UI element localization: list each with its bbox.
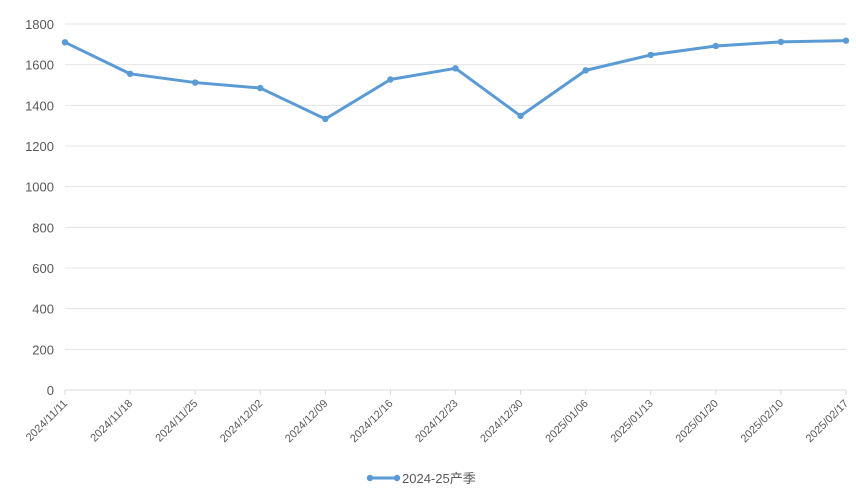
legend-label: 2024-25产季 (402, 471, 476, 486)
x-tick-label: 2024/12/30 (478, 398, 525, 445)
x-tick-label: 2025/01/13 (608, 398, 655, 445)
y-tick-label: 1000 (25, 180, 54, 195)
data-point[interactable] (191, 79, 199, 86)
y-tick-label: 800 (32, 220, 54, 235)
series-layer (61, 37, 850, 123)
y-tick-label: 1400 (25, 98, 54, 113)
y-axis-ticks: 0 200 400 600 800 1000 1200 1400 1600 1800 (25, 17, 54, 398)
data-point[interactable] (777, 38, 785, 46)
legend-swatch-marker-left (366, 474, 374, 482)
x-tick-label: 2025/02/10 (739, 398, 786, 445)
legend-swatch-marker-right (393, 474, 401, 482)
legend[interactable]: 2024-25产季 (366, 471, 476, 486)
y-tick-label: 600 (32, 261, 54, 276)
x-tick-label: 2024/11/18 (88, 398, 135, 445)
y-tick-label: 0 (47, 383, 54, 398)
x-tick-label: 2024/11/11 (24, 398, 70, 444)
data-point[interactable] (647, 51, 654, 59)
y-tick-label: 1200 (25, 139, 54, 154)
x-axis-ticks: 2024/11/11 2024/11/18 2024/11/25 2024/12/02… (24, 390, 851, 445)
x-tick-label: 2024/12/23 (413, 398, 460, 445)
data-point[interactable] (842, 37, 850, 44)
y-tick-label: 1800 (25, 17, 54, 32)
x-tick-label: 2025/01/20 (674, 398, 721, 445)
x-tick-label: 2024/12/02 (218, 398, 265, 445)
data-point[interactable] (712, 42, 720, 50)
data-point[interactable] (387, 76, 394, 83)
data-point[interactable] (257, 84, 264, 92)
series-line (63, 39, 848, 121)
data-point[interactable] (322, 115, 329, 123)
data-point[interactable] (517, 112, 524, 120)
y-tick-label: 200 (32, 342, 54, 357)
x-tick-label: 2024/12/09 (283, 398, 330, 445)
x-tick-label: 2025/02/17 (804, 398, 851, 445)
y-tick-label: 400 (32, 302, 54, 317)
y-tick-label: 1600 (25, 58, 54, 73)
data-point[interactable] (126, 70, 134, 78)
gridlines (65, 23, 846, 350)
data-point[interactable] (452, 65, 459, 72)
data-point[interactable] (61, 39, 69, 46)
data-point[interactable] (582, 67, 589, 74)
x-tick-label: 2024/12/16 (348, 398, 395, 445)
x-tick-label: 2025/01/06 (543, 398, 590, 445)
x-tick-label: 2024/11/25 (153, 398, 200, 445)
